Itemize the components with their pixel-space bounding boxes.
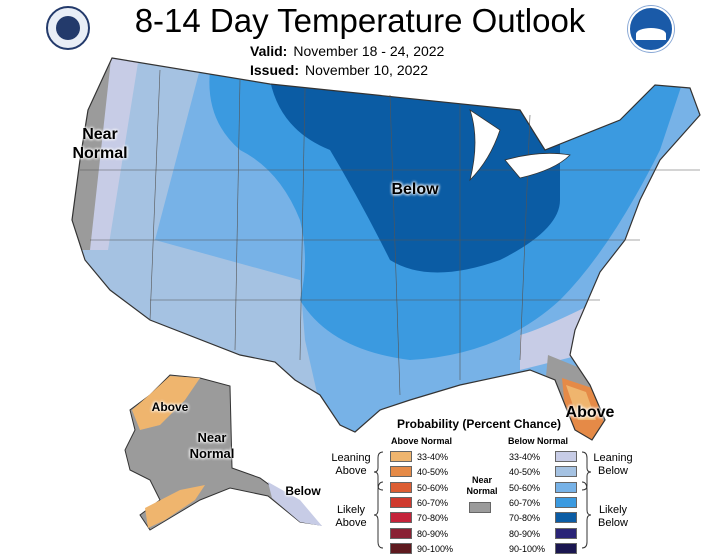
conus-outline — [71, 57, 701, 441]
legend-above-swatch — [390, 542, 412, 554]
legend-below-swatch — [555, 481, 577, 493]
legend-below-range: 80-90% — [509, 528, 541, 539]
legend-below-range: 50-60% — [509, 482, 541, 493]
alaska-above-north-zone — [132, 376, 200, 430]
legend-above-swatch — [390, 512, 412, 524]
legend-below-swatch — [555, 496, 577, 508]
legend-below-swatch — [555, 466, 577, 478]
map-label-center: Below — [391, 181, 439, 198]
lake-erie — [504, 152, 571, 179]
legend-above-swatch — [390, 451, 412, 462]
legend-below-range: 60-70% — [509, 497, 541, 508]
legend-below-swatch — [555, 527, 577, 539]
legend-above-swatch — [390, 496, 412, 508]
legend-below-swatch — [555, 451, 577, 462]
valid-label: Valid: — [250, 43, 288, 59]
issued-value: November 10, 2022 — [305, 62, 428, 78]
map-label-florida: Above — [565, 404, 615, 421]
legend-above-range: 80-90% — [417, 528, 449, 539]
valid-value: November 18 - 24, 2022 — [293, 43, 445, 59]
legend-near-normal-swatch — [469, 502, 491, 513]
alaska-above-south-zone — [145, 485, 205, 528]
legend-likely-above: Likely Above — [335, 504, 367, 529]
legend-above-swatch — [390, 466, 412, 478]
legend-below-range: 33-40% — [509, 452, 541, 462]
legend-above-range: 90-100% — [417, 543, 454, 554]
page-title: 8-14 Day Temperature Outlook — [134, 2, 586, 39]
legend-below-swatch — [555, 512, 577, 524]
map-label-west: Near Normal — [72, 126, 128, 162]
legend-above-range: 40-50% — [417, 467, 449, 478]
legend-below-range: 70-80% — [509, 513, 541, 524]
legend-leaning-below: Leaning Below — [593, 452, 633, 477]
noaa-logo-icon — [628, 6, 674, 52]
legend-above-range: 60-70% — [417, 497, 449, 508]
legend-title: Probability (Percent Chance) — [397, 417, 562, 431]
map-label-alaska-normal: Near Normal — [189, 430, 235, 461]
legend-above-range: 33-40% — [417, 452, 449, 462]
florida-above-33-zone — [566, 385, 596, 420]
alaska — [124, 374, 322, 531]
legend-below-range: 90-100% — [509, 543, 546, 554]
great-lakes — [469, 109, 501, 182]
legend-above-range: 70-80% — [417, 513, 449, 524]
legend-below-swatch — [555, 542, 577, 554]
map-label-alaska-below: Below — [285, 484, 321, 498]
state-borders — [80, 69, 700, 396]
legend-near-normal-label: Near Normal — [466, 475, 498, 496]
legend-leaning-above: Leaning Above — [331, 452, 371, 477]
map-label-alaska-above: Above — [151, 400, 189, 414]
alaska-below-zone — [268, 482, 322, 526]
legend-likely-below: Likely Below — [598, 504, 628, 529]
doc-seal-icon — [46, 6, 90, 50]
legend-above-swatch — [390, 527, 412, 539]
legend-above-header: Above Normal — [391, 436, 453, 446]
issued-line: Issued: November 10, 2022 — [250, 62, 428, 78]
valid-line: Valid: November 18 - 24, 2022 — [250, 43, 444, 59]
legend-above-swatch — [390, 481, 412, 493]
issued-label: Issued: — [250, 62, 300, 78]
legend-above-range: 50-60% — [417, 482, 449, 493]
legend-below-header: Below Normal — [508, 436, 569, 446]
legend-below-range: 40-50% — [509, 467, 541, 478]
